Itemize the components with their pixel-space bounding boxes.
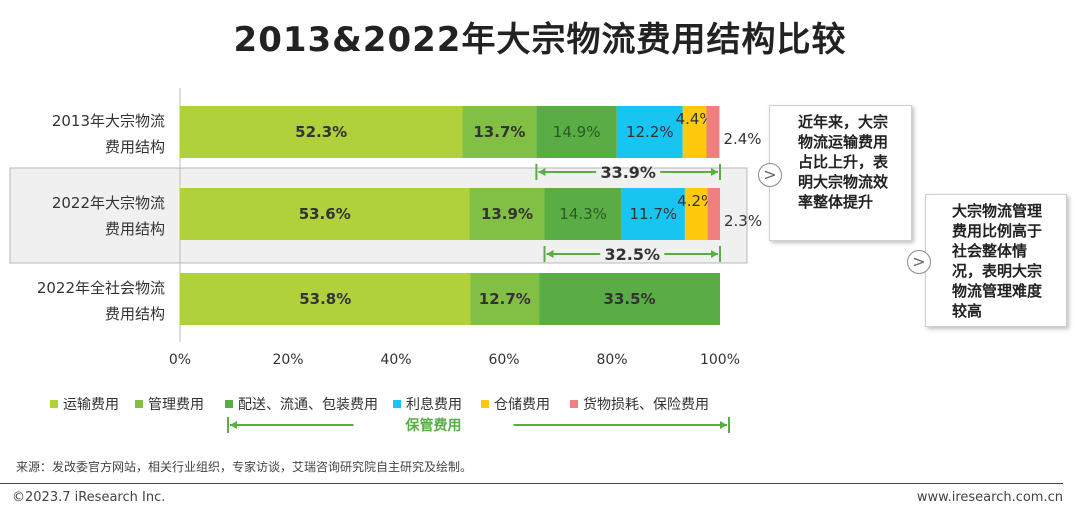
x-tick-label: 80%	[596, 352, 627, 368]
legend-item: 配送、流通、包装费用	[225, 394, 378, 414]
data-label: 12.2%	[626, 123, 674, 141]
data-label: 12.7%	[479, 290, 531, 308]
data-label: 2.3%	[724, 212, 762, 230]
x-tick-label: 100%	[700, 352, 740, 368]
note-management: 大宗物流管理费用比例高于社会整体情况，表明大宗物流管理难度较高	[925, 194, 1067, 327]
category-label: 费用结构	[105, 138, 165, 156]
category-label: 2022年大宗物流	[52, 194, 165, 212]
data-label: 53.8%	[299, 290, 351, 308]
bracket-arrow	[711, 250, 718, 258]
legend-item: 运输费用	[50, 394, 119, 414]
bar-segment	[682, 106, 707, 158]
bracket-arrow	[546, 250, 554, 258]
x-tick-label: 40%	[380, 352, 411, 368]
category-label: 费用结构	[105, 220, 165, 238]
legend-item: 利息费用	[393, 394, 462, 414]
bracket-arrow	[538, 168, 546, 176]
category-label: 2013年大宗物流	[52, 112, 165, 130]
legend-label: 货物损耗、保险费用	[583, 397, 709, 413]
bar-segment	[462, 106, 537, 158]
note-efficiency-arrow-icon: >	[758, 163, 782, 187]
bar-segment	[684, 188, 708, 240]
bar-segment	[616, 106, 683, 158]
bracket-label: 32.5%	[604, 245, 660, 264]
legend-swatch	[225, 400, 233, 408]
legend-swatch	[393, 400, 401, 408]
bracket-label: 33.9%	[600, 163, 656, 182]
bar-segment	[539, 273, 720, 325]
bar-segment	[707, 188, 720, 240]
legend-label: 运输费用	[63, 397, 119, 413]
note-efficiency: 近年来，大宗物流运输费用占比上升，表明大宗物流效率整体提升	[769, 105, 912, 241]
data-label: 13.9%	[481, 205, 533, 223]
category-label: 2022年全社会物流	[37, 279, 165, 297]
data-label: 2.4%	[723, 130, 761, 148]
x-tick-label: 0%	[169, 352, 191, 368]
legend-label: 配送、流通、包装费用	[238, 397, 378, 413]
legend-bracket-label: 保管费用	[405, 417, 462, 434]
bar-segment	[180, 188, 470, 240]
bracket-arrow	[711, 168, 718, 176]
legend-item: 货物损耗、保险费用	[570, 394, 709, 414]
bar-segment	[180, 106, 463, 158]
legend-label: 利息费用	[406, 397, 462, 413]
note-management-text: 大宗物流管理费用比例高于社会整体情况，表明大宗物流管理难度较高	[952, 202, 1043, 320]
x-tick-label: 20%	[272, 352, 303, 368]
chart-legend: 运输费用 管理费用 配送、流通、包装费用 利息费用 仓储费用 货物损耗、保险费用	[50, 394, 750, 414]
legend-swatch	[570, 400, 578, 408]
legend-label: 管理费用	[148, 397, 204, 413]
category-label: 费用结构	[105, 305, 165, 323]
source-note: 来源：发改委官方网站，相关行业组织，专家访谈，艾瑞咨询研究院自主研究及绘制。	[16, 460, 473, 474]
legend-swatch	[481, 400, 489, 408]
legend-swatch	[135, 400, 143, 408]
note-efficiency-text: 近年来，大宗物流运输费用占比上升，表明大宗物流效率整体提升	[798, 113, 889, 211]
bar-segment	[470, 273, 540, 325]
data-label: 52.3%	[295, 123, 347, 141]
x-tick-label: 60%	[488, 352, 519, 368]
chart-title: 2013&2022年大宗物流费用结构比较	[233, 20, 847, 60]
data-label: 14.3%	[559, 205, 607, 223]
bar-segment	[621, 188, 685, 240]
footer-copyright: ©2023.7 iResearch Inc.	[12, 490, 166, 505]
legend-bracket-arrow	[230, 421, 237, 429]
note-management-arrow-icon: >	[907, 250, 931, 274]
legend-label: 仓储费用	[494, 397, 550, 413]
footer-divider	[0, 483, 1063, 484]
data-label: 53.6%	[299, 205, 351, 223]
data-label: 13.7%	[473, 123, 525, 141]
legend-swatch	[50, 400, 58, 408]
legend-bracket-arrow	[720, 421, 727, 429]
data-label: 14.9%	[553, 123, 601, 141]
bar-segment	[706, 106, 720, 158]
bar-segment	[544, 188, 622, 240]
data-label: 4.4%	[676, 110, 714, 128]
footer-website: www.iresearch.com.cn	[916, 490, 1063, 505]
legend-item: 仓储费用	[481, 394, 550, 414]
data-label: 11.7%	[629, 205, 677, 223]
bar-segment	[180, 273, 471, 325]
legend-item: 管理费用	[135, 394, 204, 414]
bar-segment	[536, 106, 617, 158]
data-label: 4.2%	[677, 192, 715, 210]
data-label: 33.5%	[604, 290, 656, 308]
bar-segment	[469, 188, 545, 240]
